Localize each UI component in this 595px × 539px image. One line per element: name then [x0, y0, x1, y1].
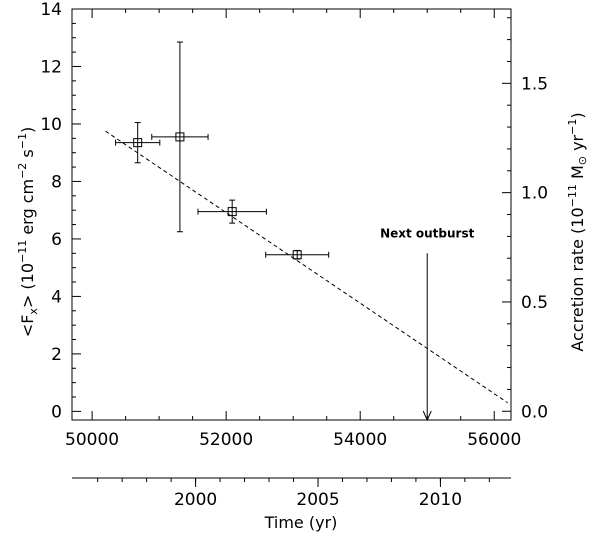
data-point — [265, 249, 330, 260]
y-tick-label: 4 — [51, 287, 62, 307]
y2-tick-label: 0.5 — [521, 293, 548, 313]
plot-frame — [71, 8, 512, 421]
x-tick-label: 56000 — [467, 430, 521, 450]
y-axis: 0 2 4 6 8 10 12 14 — [40, 0, 81, 422]
data-point — [115, 122, 161, 164]
data-points — [115, 41, 330, 260]
plot-border — [71, 8, 512, 421]
y2-tick-label: 0.0 — [521, 402, 548, 422]
y-tick-label: 8 — [51, 172, 62, 192]
y2-axis-title: Accretion rate (10−11 M⊙ yr−1) — [566, 112, 589, 351]
x-tick-label: 52000 — [199, 430, 253, 450]
y-tick-label: 0 — [51, 402, 62, 422]
y2-axis: 0.0 0.5 1.0 1.5 — [502, 17, 548, 422]
annotation-arrow-head — [422, 410, 432, 422]
fit-line — [105, 130, 508, 404]
time-axis: 2000 2005 2010 — [72, 477, 511, 510]
y2-tick-label: 1.0 — [521, 184, 548, 204]
time-tick-label: 2005 — [296, 490, 339, 510]
y-tick-label: 14 — [40, 0, 62, 20]
y2-tick-label: 1.5 — [521, 74, 548, 94]
time-tick-label: 2010 — [419, 490, 462, 510]
x-axis: 50000 52000 54000 56000 — [65, 9, 521, 450]
y-tick-label: 6 — [51, 230, 62, 250]
data-point — [151, 41, 209, 233]
fit-line-group — [105, 130, 508, 404]
data-point — [197, 199, 267, 224]
square-marker — [133, 138, 143, 148]
time-axis-title: Time (yr) — [264, 513, 338, 532]
x-tick-label: 54000 — [333, 430, 387, 450]
square-marker — [227, 207, 237, 217]
y-tick-label: 10 — [40, 115, 62, 135]
y-tick-label: 2 — [51, 345, 62, 365]
annotations: Next outburst — [380, 226, 475, 422]
y-tick-label: 12 — [40, 57, 62, 77]
annotation-label: Next outburst — [380, 226, 475, 240]
square-marker — [292, 250, 302, 260]
x-tick-label: 50000 — [65, 430, 119, 450]
time-tick-label: 2000 — [174, 490, 217, 510]
square-marker — [175, 132, 185, 142]
y-axis-title: <Fx> (10−11 erg cm−2 s−1) — [16, 127, 40, 337]
